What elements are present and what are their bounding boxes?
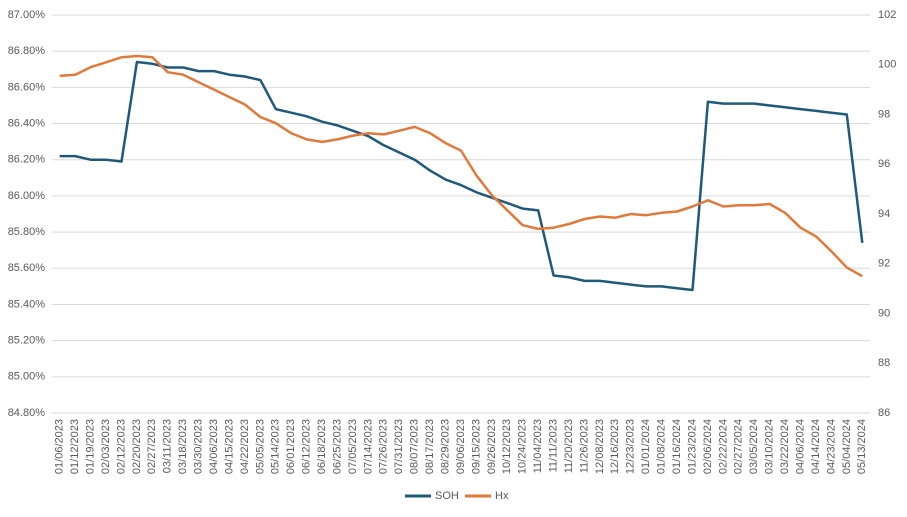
series-line bbox=[59, 60, 864, 292]
x-tick-label: 07/05/2023 bbox=[347, 419, 359, 474]
y2-tick-label: 102 bbox=[878, 9, 896, 21]
y2-tick-label: 94 bbox=[878, 208, 890, 220]
x-tick-label: 09/06/2023 bbox=[455, 419, 467, 474]
y-tick-label: 85.40% bbox=[8, 298, 46, 310]
x-tick-label: 08/29/2023 bbox=[439, 419, 451, 474]
x-tick-label: 04/14/2024 bbox=[810, 419, 822, 474]
y2-tick-label: 98 bbox=[878, 108, 890, 120]
y-tick-label: 86.40% bbox=[8, 117, 46, 129]
x-tick-label: 01/16/2024 bbox=[671, 419, 683, 474]
y2-tick-label: 96 bbox=[878, 158, 890, 170]
y2-tick-label: 88 bbox=[878, 357, 890, 369]
legend-label: Hx bbox=[495, 490, 509, 502]
x-tick-label: 08/07/2023 bbox=[409, 419, 421, 474]
x-tick-label: 09/15/2023 bbox=[470, 419, 482, 474]
x-tick-label: 05/05/2023 bbox=[254, 419, 266, 474]
x-tick-label: 02/22/2024 bbox=[717, 419, 729, 474]
x-tick-label: 12/23/2023 bbox=[625, 419, 637, 474]
y-tick-label: 87.00% bbox=[8, 9, 46, 21]
x-tick-label: 06/25/2023 bbox=[331, 419, 343, 474]
y2-tick-label: 86 bbox=[878, 407, 890, 419]
y2-tick-label: 100 bbox=[878, 59, 896, 71]
x-tick-label: 02/20/2023 bbox=[131, 419, 143, 474]
x-tick-label: 03/05/2024 bbox=[748, 419, 760, 474]
x-tick-label: 10/12/2023 bbox=[501, 419, 513, 474]
series-line bbox=[59, 54, 863, 278]
x-tick-label: 04/06/2023 bbox=[208, 419, 220, 474]
legend-label: SOH bbox=[435, 490, 459, 502]
y-tick-label: 85.60% bbox=[8, 262, 46, 274]
y-tick-label: 86.80% bbox=[8, 45, 46, 57]
x-tick-label: 11/11/2023 bbox=[548, 419, 560, 472]
x-tick-label: 12/08/2023 bbox=[594, 419, 606, 474]
x-tick-label: 07/31/2023 bbox=[393, 419, 405, 474]
x-tick-label: 02/06/2024 bbox=[702, 419, 714, 474]
x-tick-label: 02/03/2023 bbox=[100, 419, 112, 474]
x-tick-label: 11/26/2023 bbox=[578, 419, 590, 473]
x-tick-label: 06/18/2023 bbox=[316, 419, 328, 474]
x-tick-label: 03/22/2024 bbox=[779, 419, 791, 474]
x-tick-label: 10/24/2023 bbox=[517, 419, 529, 474]
x-tick-label: 04/06/2024 bbox=[794, 419, 806, 474]
x-tick-label: 11/20/2023 bbox=[563, 419, 575, 473]
y-tick-label: 86.00% bbox=[8, 190, 46, 202]
x-tick-label: 06/01/2023 bbox=[285, 419, 297, 474]
x-tick-label: 03/30/2023 bbox=[193, 419, 205, 474]
x-tick-label: 01/23/2024 bbox=[686, 419, 698, 474]
x-tick-label: 07/14/2023 bbox=[362, 419, 374, 474]
y2-tick-label: 90 bbox=[878, 307, 890, 319]
x-tick-label: 04/22/2023 bbox=[239, 419, 251, 474]
x-tick-label: 05/04/2024 bbox=[841, 419, 853, 474]
x-tick-label: 04/15/2023 bbox=[223, 419, 235, 474]
x-tick-label: 07/26/2023 bbox=[378, 419, 390, 474]
x-tick-label: 11/04/2023 bbox=[532, 419, 544, 473]
y-tick-label: 85.00% bbox=[8, 371, 46, 383]
x-tick-label: 03/11/2023 bbox=[162, 419, 174, 473]
x-tick-label: 08/17/2023 bbox=[424, 419, 436, 474]
x-tick-label: 01/12/2023 bbox=[69, 419, 81, 474]
x-tick-label: 01/01/2024 bbox=[640, 419, 652, 474]
x-tick-label: 02/27/2024 bbox=[733, 419, 745, 474]
y-tick-label: 86.20% bbox=[8, 154, 46, 166]
x-tick-label: 01/08/2024 bbox=[656, 419, 668, 474]
y-tick-label: 85.80% bbox=[8, 226, 46, 238]
y2-tick-label: 92 bbox=[878, 258, 890, 270]
x-tick-label: 04/23/2024 bbox=[825, 419, 837, 474]
x-tick-label: 03/18/2023 bbox=[177, 419, 189, 474]
x-tick-label: 03/10/2024 bbox=[764, 419, 776, 474]
x-tick-label: 01/19/2023 bbox=[84, 419, 96, 474]
x-tick-label: 09/26/2023 bbox=[486, 419, 498, 474]
y-tick-label: 85.20% bbox=[8, 335, 46, 347]
x-tick-label: 05/14/2023 bbox=[270, 419, 282, 474]
y-tick-label: 86.60% bbox=[8, 81, 46, 93]
x-tick-label: 02/12/2023 bbox=[115, 419, 127, 474]
x-tick-label: 01/06/2023 bbox=[54, 419, 66, 474]
x-tick-label: 06/12/2023 bbox=[301, 419, 313, 474]
x-tick-label: 05/13/2024 bbox=[856, 419, 868, 474]
x-tick-label: 12/16/2023 bbox=[609, 419, 621, 474]
y-tick-label: 84.80% bbox=[8, 407, 46, 419]
x-tick-label: 02/27/2023 bbox=[146, 419, 158, 474]
